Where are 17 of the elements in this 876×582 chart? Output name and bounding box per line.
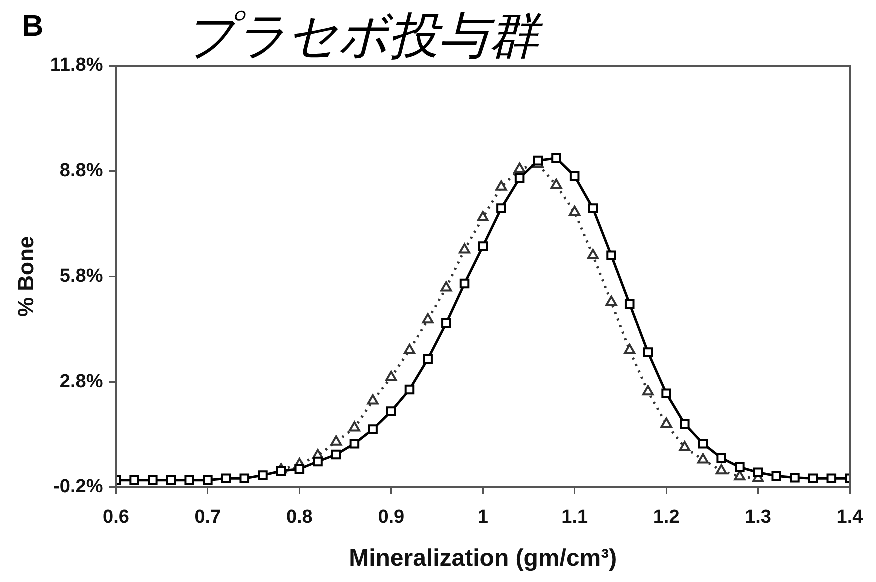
y-tick-label: 5.8%	[60, 266, 104, 287]
x-tick-label: 1.2	[653, 507, 680, 528]
x-tick-label: 0.9	[378, 507, 405, 528]
y-tick-label: 8.8%	[60, 160, 104, 182]
y-tick-label: -0.2%	[54, 476, 104, 498]
text: B	[22, 10, 44, 44]
x-tick-label: 1	[478, 507, 489, 528]
x-tick-label: 0.7	[194, 507, 222, 528]
x-tick-label: 1.3	[745, 507, 772, 528]
x-tick-label: 0.8	[286, 507, 313, 528]
x-axis-title: Mineralization (gm/cm³)	[349, 545, 618, 572]
x-tick-label: 1.4	[836, 507, 864, 528]
x-tick-label: 1.1	[562, 507, 588, 528]
y-axis-title: % Bone	[13, 236, 38, 318]
y-tick-label: 11.8%	[50, 55, 104, 76]
x-tick-label: 0.6	[103, 507, 130, 528]
y-tick-label: 2.8%	[60, 371, 104, 392]
